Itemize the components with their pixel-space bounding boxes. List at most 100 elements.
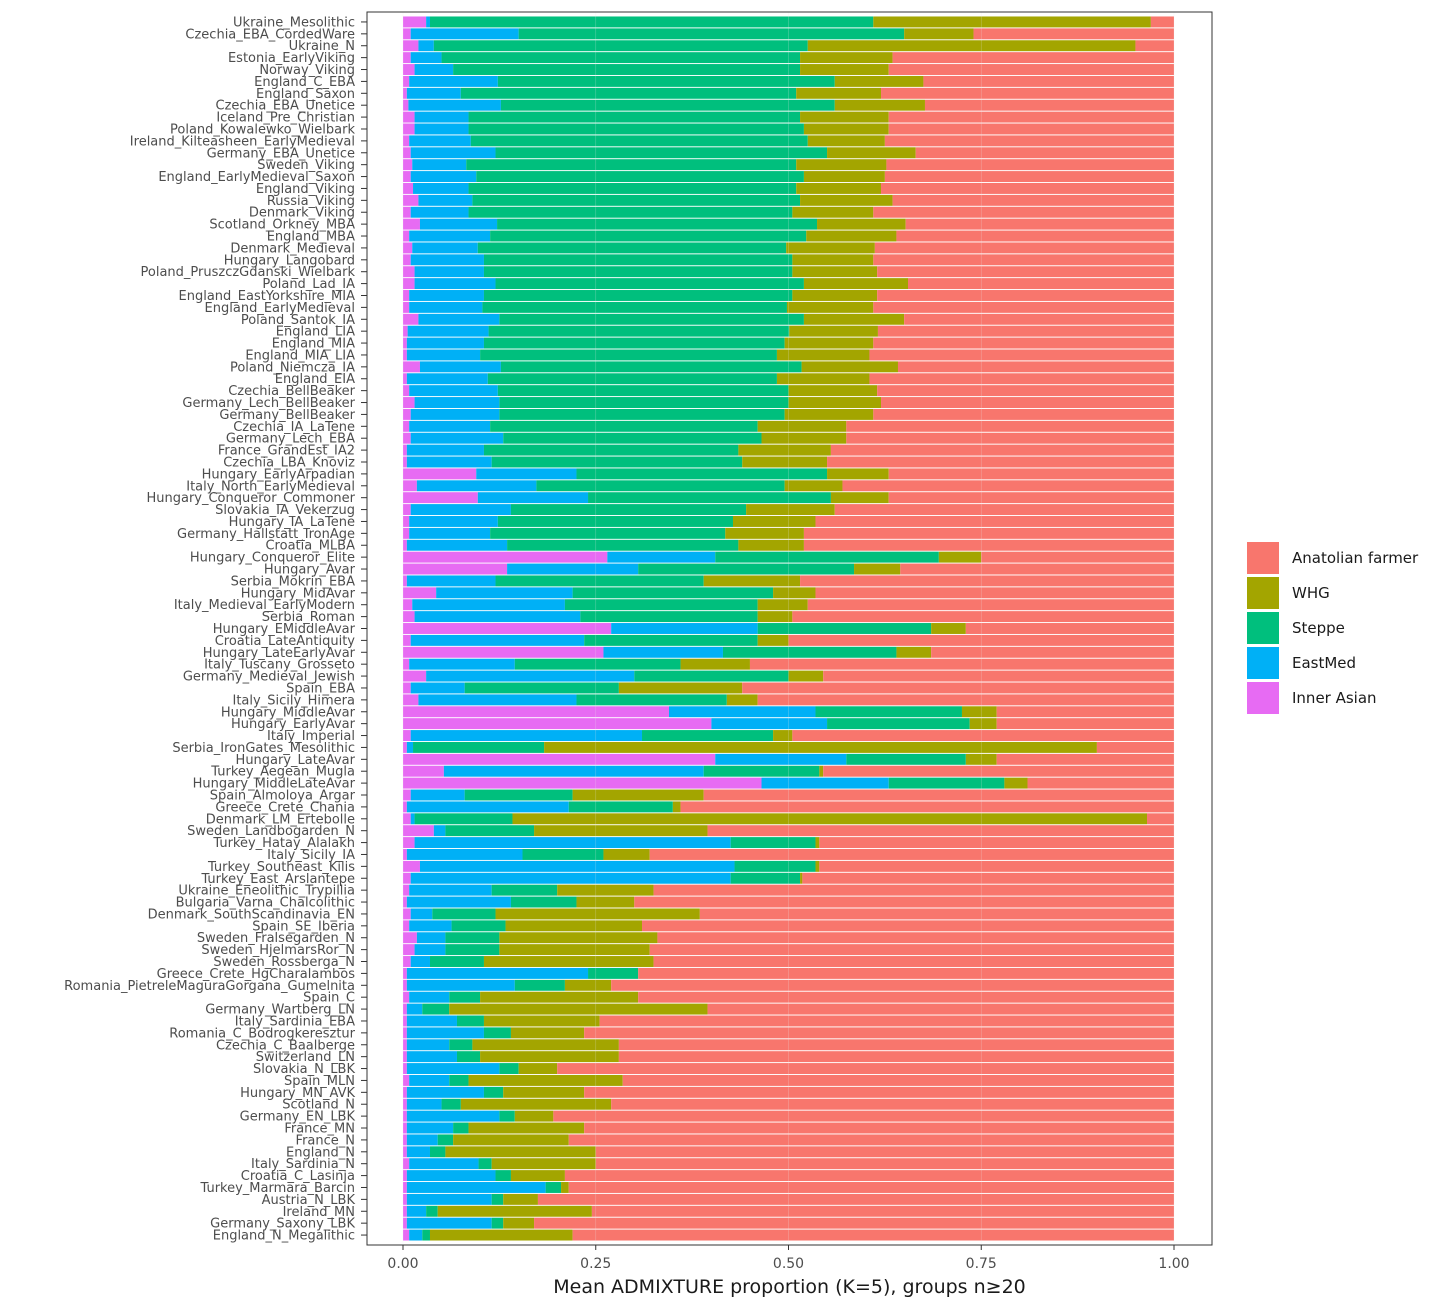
bar-segment-anatolian-farmer [842,480,1174,492]
bar-segment-eastmed [410,872,731,884]
bar-segment-inner-asian [403,159,413,171]
y-tick-label: England_MIA_LIA [245,348,355,363]
bar-segment-inner-asian [403,920,410,932]
bar-segment-inner-asian [403,944,415,956]
bar-segment-inner-asian [403,504,411,516]
bar-segment-inner-asian [403,1193,407,1205]
bar-segment-inner-asian [403,254,411,266]
bar-segment-steppe [815,706,962,718]
legend-key-anatolian-farmer [1247,542,1279,574]
bar-segment-inner-asian [403,932,417,944]
bar-segment-inner-asian [403,825,434,837]
bar-segment-inner-asian [403,182,414,194]
bar-segment-inner-asian [403,16,427,28]
bar-segment-anatolian-farmer [803,539,1174,551]
y-tick-label: Spain_C [303,991,355,1006]
bar-segment-anatolian-farmer [996,753,1174,765]
bar-segment-eastmed [607,551,716,563]
bar-segment-anatolian-farmer [611,1098,1174,1110]
bar-segment-inner-asian [403,753,716,765]
bar-segment-inner-asian [403,527,410,539]
bar-segment-inner-asian [403,623,612,634]
bar-segment-whg [757,634,789,646]
bar-segment-whg [815,837,820,849]
bar-segment-anatolian-farmer [996,706,1174,718]
bar-segment-steppe [490,420,758,432]
bar-segment-steppe [414,813,513,825]
bar-segment-whg [495,908,700,920]
bar-segment-anatolian-farmer [996,718,1174,730]
bar-segment-eastmed [476,468,577,480]
y-tick-label: Ukraine_Mesolithic [233,15,355,30]
bar-segment-anatolian-farmer [634,896,1174,908]
bar-segment-inner-asian [403,682,411,694]
bar-segment-eastmed [412,159,467,171]
y-tick-label: Italy_Sardinia_EBA [235,1014,355,1029]
bar-segment-steppe [472,194,801,206]
bar-segment-anatolian-farmer [981,551,1174,563]
bar-segment-eastmed [419,361,501,373]
bar-segment-anatolian-farmer [923,75,1174,87]
bar-segment-anatolian-farmer [595,1146,1174,1158]
bar-segment-anatolian-farmer [877,325,1174,337]
bar-segment-anatolian-farmer [965,623,1174,634]
y-tick-label: Germany_Hallstatt_IronAge [177,527,355,542]
y-tick-label: Ireland_MN [283,1205,355,1220]
bar-segment-anatolian-farmer [788,634,1174,646]
bar-segment-steppe [580,611,758,623]
bar-segment-whg [803,123,889,135]
bar-segment-eastmed [409,658,515,670]
bar-segment-inner-asian [403,1074,410,1086]
bar-segment-eastmed [409,884,492,896]
y-tick-label: Hungary_EarlyAvar [231,717,356,732]
bar-segment-steppe [433,40,808,52]
bar-segment-inner-asian [403,991,410,1003]
bar-segment-inner-asian [403,777,762,789]
bar-segment-eastmed [406,1015,457,1027]
bar-segment-whg [761,432,847,444]
y-tick-label: Hungary_MiddleLateAvar [193,777,356,792]
bar-segment-anatolian-farmer [1096,741,1174,753]
y-tick-label: Spain_MLN [284,1074,355,1089]
bar-segment-anatolian-farmer [877,385,1174,397]
bar-segment-whg [703,575,801,587]
bar-segment-eastmed [410,730,643,742]
bar-segment-anatolian-farmer [886,159,1174,171]
bar-segment-eastmed [406,1027,484,1039]
bar-segment-whg [576,896,635,908]
bar-segment-anatolian-farmer [568,1182,1174,1193]
y-tick-label: Denmark_Viking [249,206,355,221]
bar-segment-eastmed [414,944,446,956]
bar-segment-whg [773,587,816,599]
bar-segment-anatolian-farmer [877,290,1174,301]
bar-segment-eastmed [418,313,500,325]
x-tick-label: 0.75 [966,1256,997,1272]
bar-segment-whg [803,171,885,183]
bar-segment-whg [680,658,750,670]
y-tick-label: England_N_Megalithic [213,1229,355,1244]
bar-segment-inner-asian [403,956,411,967]
y-tick-label: Poland_Kowalewko_Wielbark [170,122,355,137]
bar-segment-whg [468,1074,623,1086]
bar-segment-eastmed [414,278,496,290]
y-tick-label: Hungary_IA_LaTene [229,515,355,530]
bar-segment-inner-asian [403,718,712,730]
bar-segment-eastmed [410,908,433,920]
bar-segment-whg [803,313,905,325]
bar-segment-whg [480,991,639,1003]
bar-segment-inner-asian [403,1229,410,1241]
y-tick-label: Denmark_Medieval [230,241,355,256]
y-tick-label: Germany_EBA_Unetice [207,146,355,161]
bar-segment-eastmed [414,123,469,135]
bar-segment-anatolian-farmer [707,825,1174,837]
y-tick-label: Denmark_LM_Ertebolle [206,812,355,827]
bar-segment-whg [534,825,708,837]
bar-segment-inner-asian [403,75,410,87]
bar-segment-whg [557,884,654,896]
y-tick-label: Germany_Lech_BellBeaker [182,396,355,411]
bar-segment-anatolian-farmer [742,682,1174,694]
y-tick-label: Ireland_Kilteasheen_EarlyMedieval [130,134,355,149]
bar-segment-steppe [522,849,604,860]
bar-segment-steppe [470,135,808,147]
y-tick-label: England_EIA [275,372,355,387]
